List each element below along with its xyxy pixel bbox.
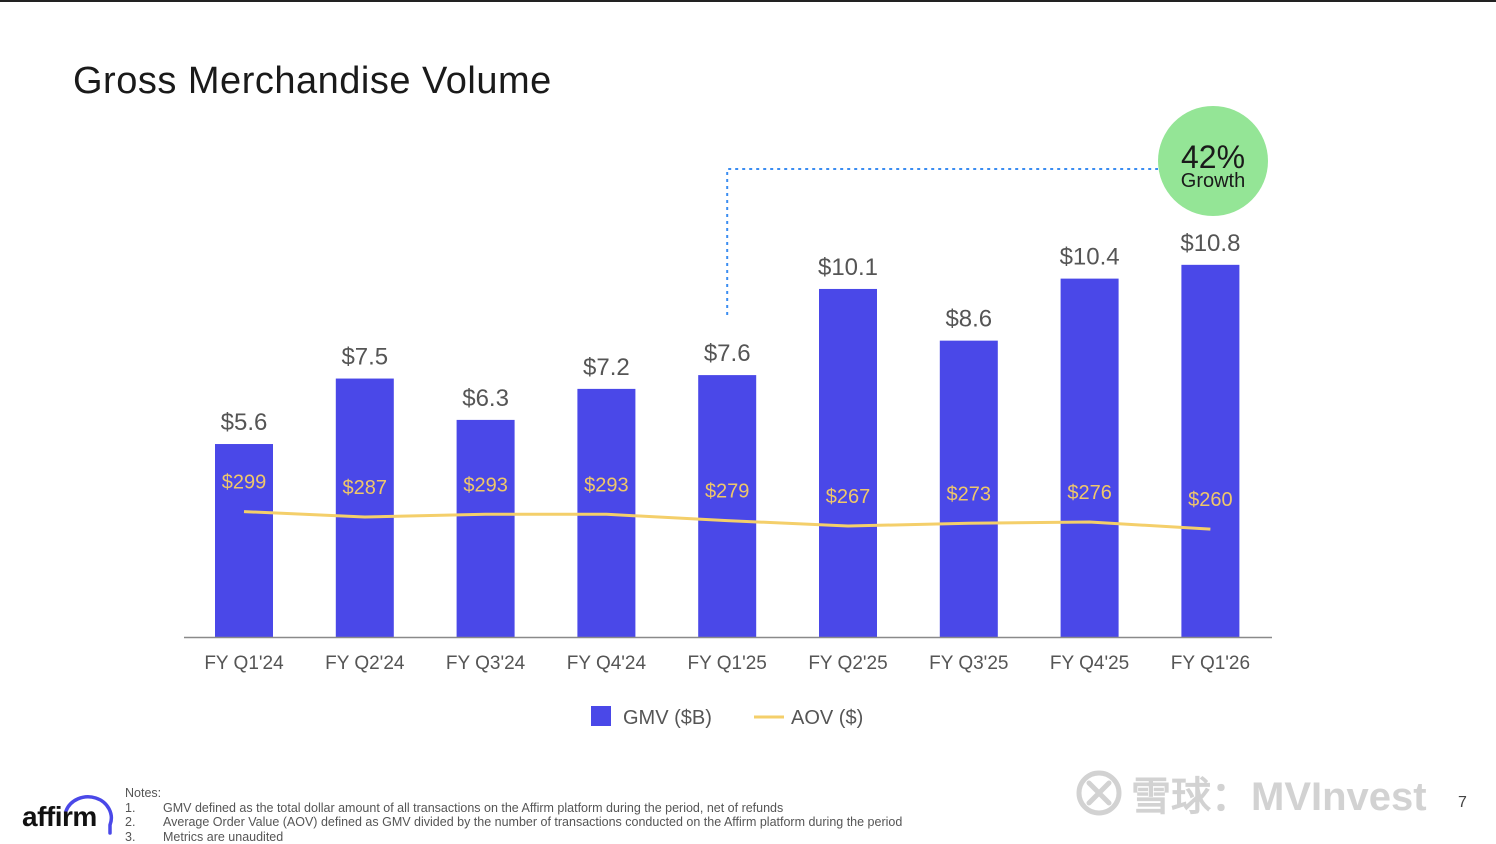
gmv-chart: $5.6 $7.5 $6.3 $7.2 $7.6 $10.1 $8.6 $10.4 $10.8 F… <box>0 0 1496 760</box>
gmv-bar <box>336 379 394 637</box>
note-text: GMV defined as the total dollar amount o… <box>163 801 783 816</box>
note-number: 2. <box>125 815 163 830</box>
aov-value-label: $299 <box>222 472 267 494</box>
x-tick-label: FY Q4'25 <box>1050 653 1129 674</box>
affirm-logo: affirm <box>22 793 114 835</box>
gmv-value-label: $10.4 <box>1060 244 1120 271</box>
gmv-value-label: $7.2 <box>583 354 630 381</box>
x-tick-label: FY Q4'24 <box>567 653 647 674</box>
gmv-value-label: $8.6 <box>945 306 992 333</box>
note-number: 3. <box>125 830 163 844</box>
note-item: 1. GMV defined as the total dollar amoun… <box>125 801 1125 816</box>
notes: Notes: 1. GMV defined as the total dolla… <box>125 786 1125 844</box>
x-tick-label: FY Q1'24 <box>204 653 284 674</box>
aov-value-label: $267 <box>826 486 871 508</box>
gmv-bar <box>1061 279 1119 637</box>
notes-heading: Notes: <box>125 786 1125 801</box>
aov-value-label: $273 <box>947 483 992 505</box>
gmv-value-label: $7.6 <box>704 340 751 367</box>
note-text: Metrics are unaudited <box>163 830 283 844</box>
x-tick-label: FY Q3'24 <box>446 653 526 674</box>
watermark: 雪球：MVInvest <box>1075 764 1427 822</box>
x-tick-label: FY Q2'25 <box>808 653 887 674</box>
legend-gmv-swatch <box>591 706 611 726</box>
page-number: 7 <box>1458 794 1467 812</box>
aov-value-label: $260 <box>1188 489 1233 511</box>
legend-gmv-label: GMV ($B) <box>623 707 712 729</box>
gmv-value-label: $10.8 <box>1180 230 1240 257</box>
aov-value-label: $276 <box>1067 482 1112 504</box>
legend-aov-label: AOV ($) <box>791 707 863 729</box>
x-tick-label: FY Q2'24 <box>325 653 405 674</box>
note-number: 1. <box>125 801 163 816</box>
x-tick-label: FY Q3'25 <box>929 653 1008 674</box>
aov-value-label: $293 <box>584 474 629 496</box>
growth-badge-label: Growth <box>1181 170 1245 192</box>
gmv-bar <box>819 289 877 637</box>
snowball-icon <box>1075 769 1123 817</box>
gmv-value-label: $7.5 <box>341 344 388 371</box>
aov-value-label: $287 <box>343 477 388 499</box>
gmv-value-label: $10.1 <box>818 254 878 281</box>
gmv-bar <box>698 375 756 637</box>
gmv-bar <box>457 420 515 637</box>
aov-value-label: $279 <box>705 481 750 503</box>
watermark-text: 雪球：MVInvest <box>1131 764 1427 822</box>
gmv-bar <box>1181 265 1239 637</box>
logo-text: affirm <box>22 801 97 833</box>
x-tick-label: FY Q1'26 <box>1171 653 1250 674</box>
note-text: Average Order Value (AOV) defined as GMV… <box>163 815 902 830</box>
note-item: 2. Average Order Value (AOV) defined as … <box>125 815 1125 830</box>
aov-value-label: $293 <box>463 474 508 496</box>
gmv-value-label: $5.6 <box>221 409 268 436</box>
gmv-value-label: $6.3 <box>462 385 509 412</box>
note-item: 3. Metrics are unaudited <box>125 830 1125 844</box>
x-tick-label: FY Q1'25 <box>688 653 767 674</box>
